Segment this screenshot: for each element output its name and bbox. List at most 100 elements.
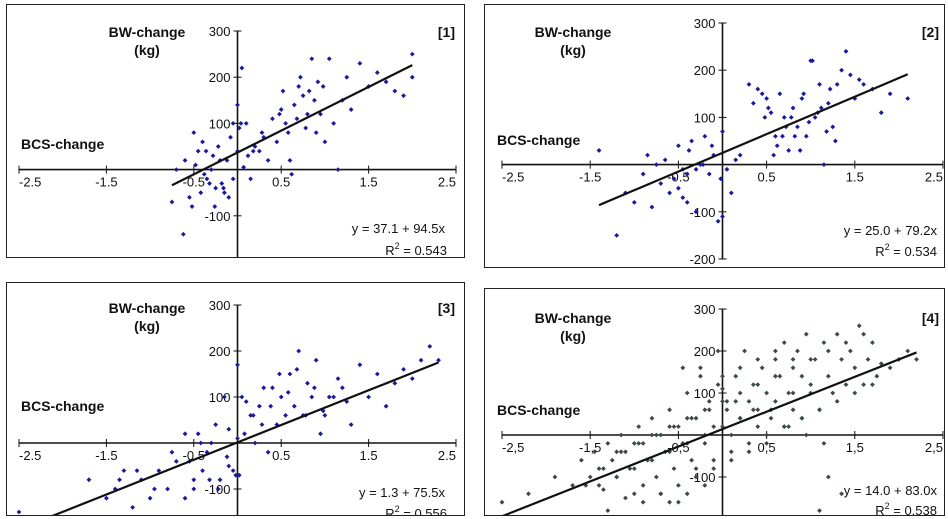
y-axis-title: BW-change bbox=[535, 310, 612, 326]
data-point bbox=[224, 454, 230, 460]
data-point bbox=[326, 56, 332, 62]
data-point bbox=[165, 486, 170, 492]
data-point bbox=[861, 382, 867, 387]
data-point bbox=[278, 107, 284, 112]
data-point bbox=[702, 483, 708, 488]
data-point bbox=[335, 167, 341, 172]
data-point bbox=[765, 105, 771, 111]
data-point bbox=[601, 487, 606, 492]
data-point bbox=[773, 357, 778, 362]
data-point bbox=[383, 403, 389, 409]
data-point bbox=[596, 466, 602, 471]
data-point bbox=[614, 474, 620, 480]
data-point bbox=[790, 390, 796, 396]
data-point bbox=[746, 449, 752, 455]
data-point bbox=[799, 373, 805, 379]
data-point bbox=[742, 348, 747, 354]
data-point bbox=[786, 390, 792, 396]
data-point bbox=[250, 413, 256, 418]
data-point bbox=[649, 432, 655, 438]
data-point bbox=[436, 357, 441, 363]
x-tick-label: -2.5 bbox=[19, 448, 41, 463]
data-point bbox=[653, 432, 659, 438]
data-point bbox=[592, 449, 598, 455]
y-tick-label: 300 bbox=[209, 298, 231, 313]
data-point bbox=[217, 477, 223, 483]
data-point bbox=[724, 407, 730, 413]
data-point bbox=[764, 96, 769, 101]
data-point bbox=[631, 491, 637, 497]
data-point bbox=[689, 415, 695, 421]
data-point bbox=[676, 499, 681, 505]
data-point bbox=[300, 93, 306, 99]
data-point bbox=[839, 67, 844, 73]
x-tick-label: -0.5 bbox=[183, 175, 205, 190]
data-point bbox=[86, 477, 92, 483]
data-point bbox=[795, 348, 800, 354]
data-point bbox=[182, 495, 188, 501]
data-point bbox=[667, 190, 672, 196]
data-point bbox=[777, 91, 783, 97]
data-point bbox=[306, 88, 312, 94]
data-point bbox=[296, 348, 302, 354]
data-point bbox=[847, 348, 853, 354]
data-point bbox=[771, 152, 777, 158]
data-point bbox=[627, 466, 633, 471]
regression-line bbox=[171, 64, 413, 187]
data-point bbox=[278, 394, 284, 400]
data-point bbox=[702, 133, 708, 139]
data-point bbox=[287, 371, 293, 377]
data-point bbox=[671, 424, 677, 429]
data-point bbox=[614, 449, 620, 455]
regression-line bbox=[502, 351, 917, 515]
data-point bbox=[313, 130, 319, 136]
data-point bbox=[383, 79, 389, 85]
data-point bbox=[261, 385, 267, 391]
data-point bbox=[287, 157, 293, 163]
data-point bbox=[773, 373, 778, 379]
data-point bbox=[715, 348, 721, 354]
data-point bbox=[706, 399, 712, 404]
y-tick-label: -200 bbox=[204, 255, 230, 257]
data-point bbox=[200, 468, 205, 473]
regression-equation: y = 37.1 + 94.5x bbox=[352, 221, 446, 236]
data-point bbox=[322, 413, 328, 418]
data-point bbox=[226, 426, 232, 432]
data-point bbox=[870, 382, 875, 387]
data-point bbox=[268, 403, 274, 409]
data-point bbox=[618, 449, 624, 455]
x-tick-label: -2.5 bbox=[19, 175, 41, 190]
x-tick-label: 0,5 bbox=[758, 440, 776, 455]
data-point bbox=[640, 441, 646, 446]
chart-panel-3: -2.5-1.5-0.50.51.52.5300200100-100-200BW… bbox=[6, 282, 465, 516]
data-point bbox=[737, 152, 743, 158]
data-point bbox=[291, 403, 297, 409]
x-tick-label: -1,5 bbox=[579, 440, 601, 455]
data-point bbox=[312, 385, 317, 391]
data-point bbox=[689, 457, 695, 463]
data-point bbox=[259, 130, 265, 136]
data-point bbox=[780, 133, 785, 139]
data-point bbox=[686, 148, 692, 153]
r-squared: R2 = 0.534 bbox=[875, 242, 937, 259]
data-point bbox=[667, 424, 672, 429]
data-point bbox=[715, 218, 721, 224]
data-point bbox=[392, 380, 398, 386]
data-point bbox=[746, 81, 752, 87]
y-axis-unit: (kg) bbox=[560, 328, 586, 344]
data-point bbox=[315, 79, 321, 85]
data-point bbox=[834, 81, 840, 87]
data-point bbox=[737, 365, 743, 371]
data-point bbox=[357, 60, 363, 66]
data-point bbox=[830, 390, 836, 396]
data-point bbox=[821, 162, 827, 167]
data-point bbox=[587, 474, 593, 480]
data-point bbox=[684, 491, 690, 497]
data-point bbox=[773, 399, 778, 404]
data-point bbox=[298, 74, 303, 80]
data-point bbox=[201, 171, 207, 177]
data-point bbox=[631, 441, 637, 446]
data-point bbox=[265, 157, 271, 163]
data-point bbox=[817, 508, 822, 513]
y-tick-label: 300 bbox=[694, 16, 716, 31]
